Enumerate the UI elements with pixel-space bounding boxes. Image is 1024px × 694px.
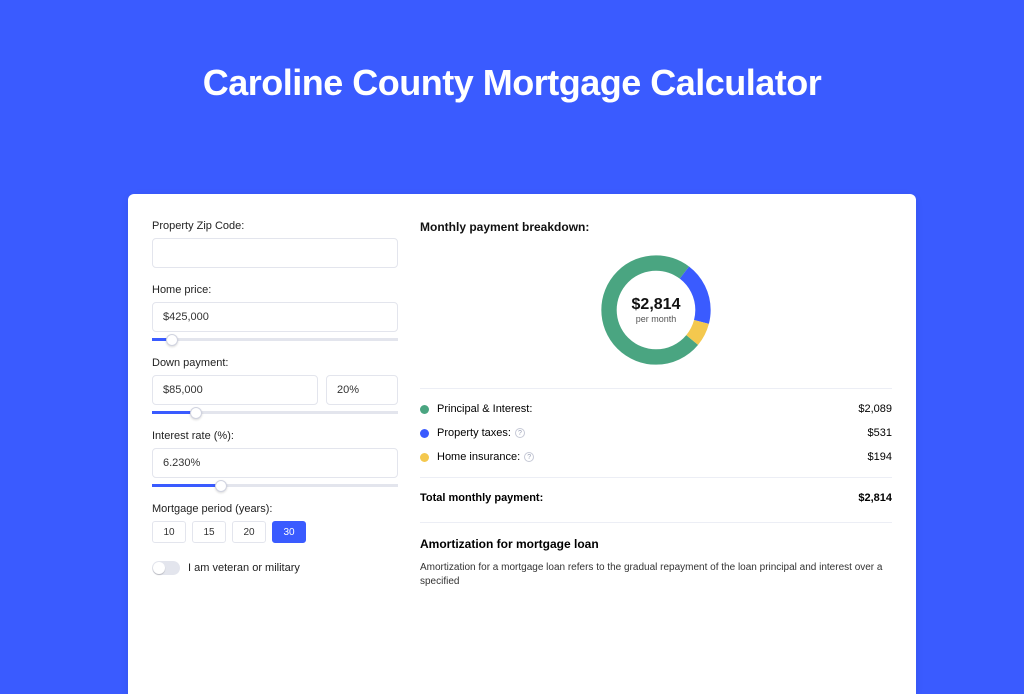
down-payment-field-group: Down payment: (152, 357, 398, 414)
zip-label: Property Zip Code: (152, 220, 398, 232)
breakdown-rows: Principal & Interest: $2,089 Property taxe… (420, 397, 892, 469)
divider (420, 522, 892, 523)
legend-dot (420, 405, 429, 414)
amortization-text: Amortization for a mortgage loan refers … (420, 561, 892, 589)
donut-chart-wrap: $2,814 per month (420, 248, 892, 372)
breakdown-row: Principal & Interest: $2,089 (420, 397, 892, 421)
breakdown-row-label: Principal & Interest: (437, 403, 532, 415)
down-payment-value-input[interactable] (152, 375, 318, 405)
total-label: Total monthly payment: (420, 492, 543, 504)
donut-amount: $2,814 (632, 296, 681, 314)
interest-slider[interactable] (152, 484, 398, 487)
info-icon[interactable]: ? (524, 452, 534, 462)
zip-field-group: Property Zip Code: (152, 220, 398, 268)
interest-field-group: Interest rate (%): (152, 430, 398, 487)
zip-input[interactable] (152, 238, 398, 268)
breakdown-column: Monthly payment breakdown: $2,814 per mo… (420, 220, 892, 668)
period-label: Mortgage period (years): (152, 503, 398, 515)
interest-slider-thumb[interactable] (215, 480, 227, 492)
veteran-toggle[interactable] (152, 561, 180, 575)
period-field-group: Mortgage period (years): 10 15 20 30 (152, 503, 398, 543)
amortization-title: Amortization for mortgage loan (420, 537, 892, 551)
period-button-30[interactable]: 30 (272, 521, 306, 543)
interest-label: Interest rate (%): (152, 430, 398, 442)
inputs-column: Property Zip Code: Home price: Down paym… (152, 220, 398, 668)
breakdown-title: Monthly payment breakdown: (420, 220, 892, 234)
total-value: $2,814 (858, 492, 892, 504)
home-price-slider[interactable] (152, 338, 398, 341)
home-price-field-group: Home price: (152, 284, 398, 341)
info-icon[interactable]: ? (515, 428, 525, 438)
veteran-toggle-row: I am veteran or military (152, 561, 398, 575)
home-price-input[interactable] (152, 302, 398, 332)
donut-center: $2,814 per month (632, 296, 681, 324)
breakdown-row-label: Property taxes: (437, 427, 511, 439)
breakdown-row-value: $531 (868, 427, 892, 439)
breakdown-row-value: $2,089 (858, 403, 892, 415)
calculator-card: Property Zip Code: Home price: Down paym… (128, 194, 916, 694)
total-row: Total monthly payment: $2,814 (420, 486, 892, 510)
interest-input[interactable] (152, 448, 398, 478)
period-button-20[interactable]: 20 (232, 521, 266, 543)
breakdown-row-label: Home insurance: (437, 451, 520, 463)
veteran-label: I am veteran or military (188, 562, 300, 574)
period-button-10[interactable]: 10 (152, 521, 186, 543)
down-payment-slider[interactable] (152, 411, 398, 414)
home-price-slider-thumb[interactable] (166, 334, 178, 346)
down-payment-slider-thumb[interactable] (190, 407, 202, 419)
home-price-label: Home price: (152, 284, 398, 296)
period-button-15[interactable]: 15 (192, 521, 226, 543)
divider (420, 388, 892, 389)
legend-dot (420, 453, 429, 462)
donut-sub: per month (632, 314, 681, 324)
divider (420, 477, 892, 478)
donut-chart: $2,814 per month (594, 248, 718, 372)
period-buttons: 10 15 20 30 (152, 521, 398, 543)
down-payment-label: Down payment: (152, 357, 398, 369)
page-title: Caroline County Mortgage Calculator (0, 62, 1024, 104)
breakdown-row-value: $194 (868, 451, 892, 463)
veteran-toggle-knob (153, 562, 165, 574)
legend-dot (420, 429, 429, 438)
down-payment-pct-input[interactable] (326, 375, 398, 405)
breakdown-row: Home insurance:? $194 (420, 445, 892, 469)
breakdown-row: Property taxes:? $531 (420, 421, 892, 445)
